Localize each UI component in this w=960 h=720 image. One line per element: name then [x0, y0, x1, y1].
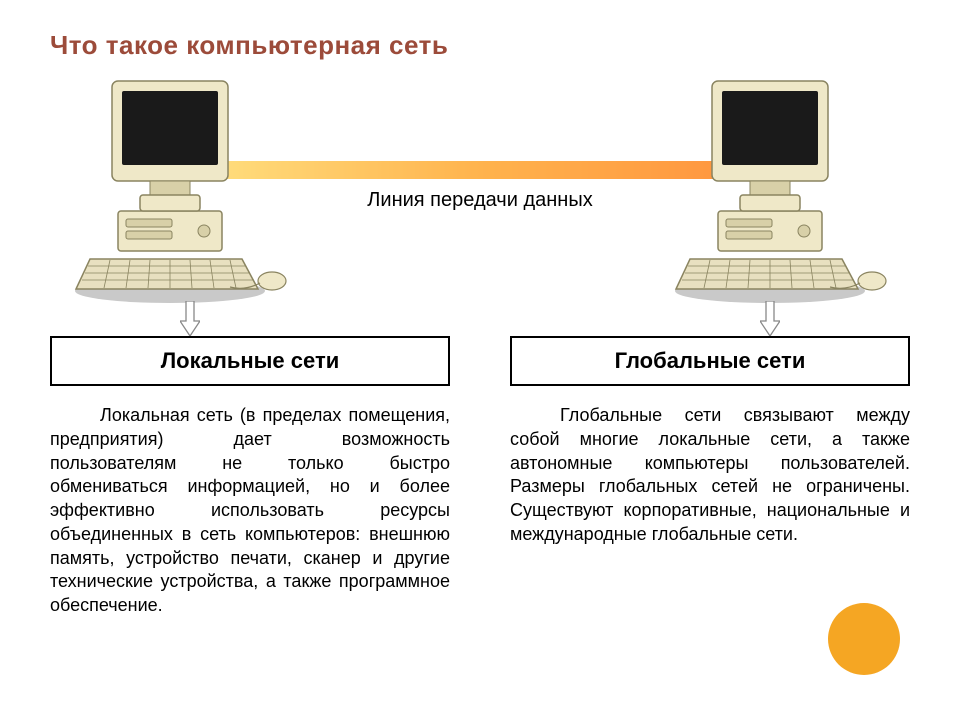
global-networks-label: Глобальные сети — [510, 336, 910, 386]
slide: Что такое компьютерная сеть Линия переда… — [0, 0, 960, 720]
connection-label: Линия передачи данных — [50, 189, 910, 212]
local-networks-text: Локальная сеть (в пределах помещения, пр… — [50, 405, 450, 615]
global-networks-description: Глобальные сети связывают между собой мн… — [510, 404, 910, 547]
local-networks-description: Локальная сеть (в пределах помещения, пр… — [50, 404, 450, 618]
diagram-area: Линия передачи данных — [50, 71, 910, 321]
column-right: Глобальные сети Глобальные сети связываю… — [510, 336, 910, 618]
local-networks-label: Локальные сети — [50, 336, 450, 386]
arrow-down-icon — [180, 301, 200, 336]
arrow-down-icon — [760, 301, 780, 336]
columns: Локальные сети Локальная сеть (в предела… — [50, 336, 910, 618]
column-left: Локальные сети Локальная сеть (в предела… — [50, 336, 450, 618]
global-networks-text: Глобальные сети связывают между собой мн… — [510, 405, 910, 544]
slide-title: Что такое компьютерная сеть — [50, 30, 910, 61]
